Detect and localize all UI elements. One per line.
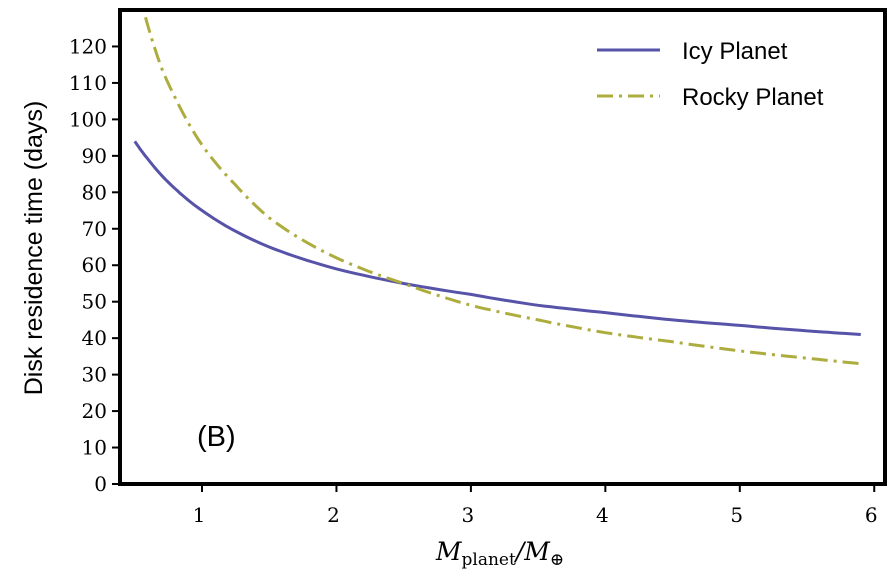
y-tick-label: 60 (82, 253, 107, 277)
y-axis-label: Disk residence time (days) (20, 101, 48, 396)
legend-label: Icy Planet (682, 38, 788, 65)
series-line-rocky-planet (144, 16, 861, 366)
y-tick-label: 100 (69, 107, 107, 131)
legend-label: Rocky Planet (682, 84, 824, 111)
plot-frame (118, 8, 887, 486)
x-tick-label: 4 (596, 503, 609, 527)
y-tick-label: 20 (82, 399, 107, 423)
x-tick-label: 1 (193, 503, 206, 527)
y-tick-label: 90 (82, 144, 107, 168)
y-tick-label: 30 (82, 363, 107, 387)
legend: Icy Planet Rocky Planet (597, 38, 824, 111)
y-ticks: 0 10 20 30 40 50 60 70 80 90 100 110 120 (69, 34, 120, 496)
x-tick-label: 6 (865, 503, 878, 527)
panel-annotation: (B) (197, 421, 236, 453)
x-ticks: 1 2 3 4 5 6 (193, 484, 878, 527)
y-tick-label: 70 (82, 217, 107, 241)
y-tick-label: 110 (69, 71, 107, 95)
x-tick-label: 3 (462, 503, 475, 527)
x-tick-label: 5 (730, 503, 743, 527)
y-tick-label: 10 (82, 436, 107, 460)
series-lines (133, 16, 861, 366)
y-tick-label: 80 (82, 180, 107, 204)
series-line-icy-planet (133, 140, 861, 336)
y-tick-label: 40 (82, 326, 107, 350)
x-axis-label: Mplanet/M⊕ (435, 537, 564, 570)
y-tick-label: 0 (94, 472, 107, 496)
x-tick-label: 2 (327, 503, 340, 527)
y-tick-label: 120 (69, 34, 107, 58)
y-tick-label: 50 (82, 290, 107, 314)
